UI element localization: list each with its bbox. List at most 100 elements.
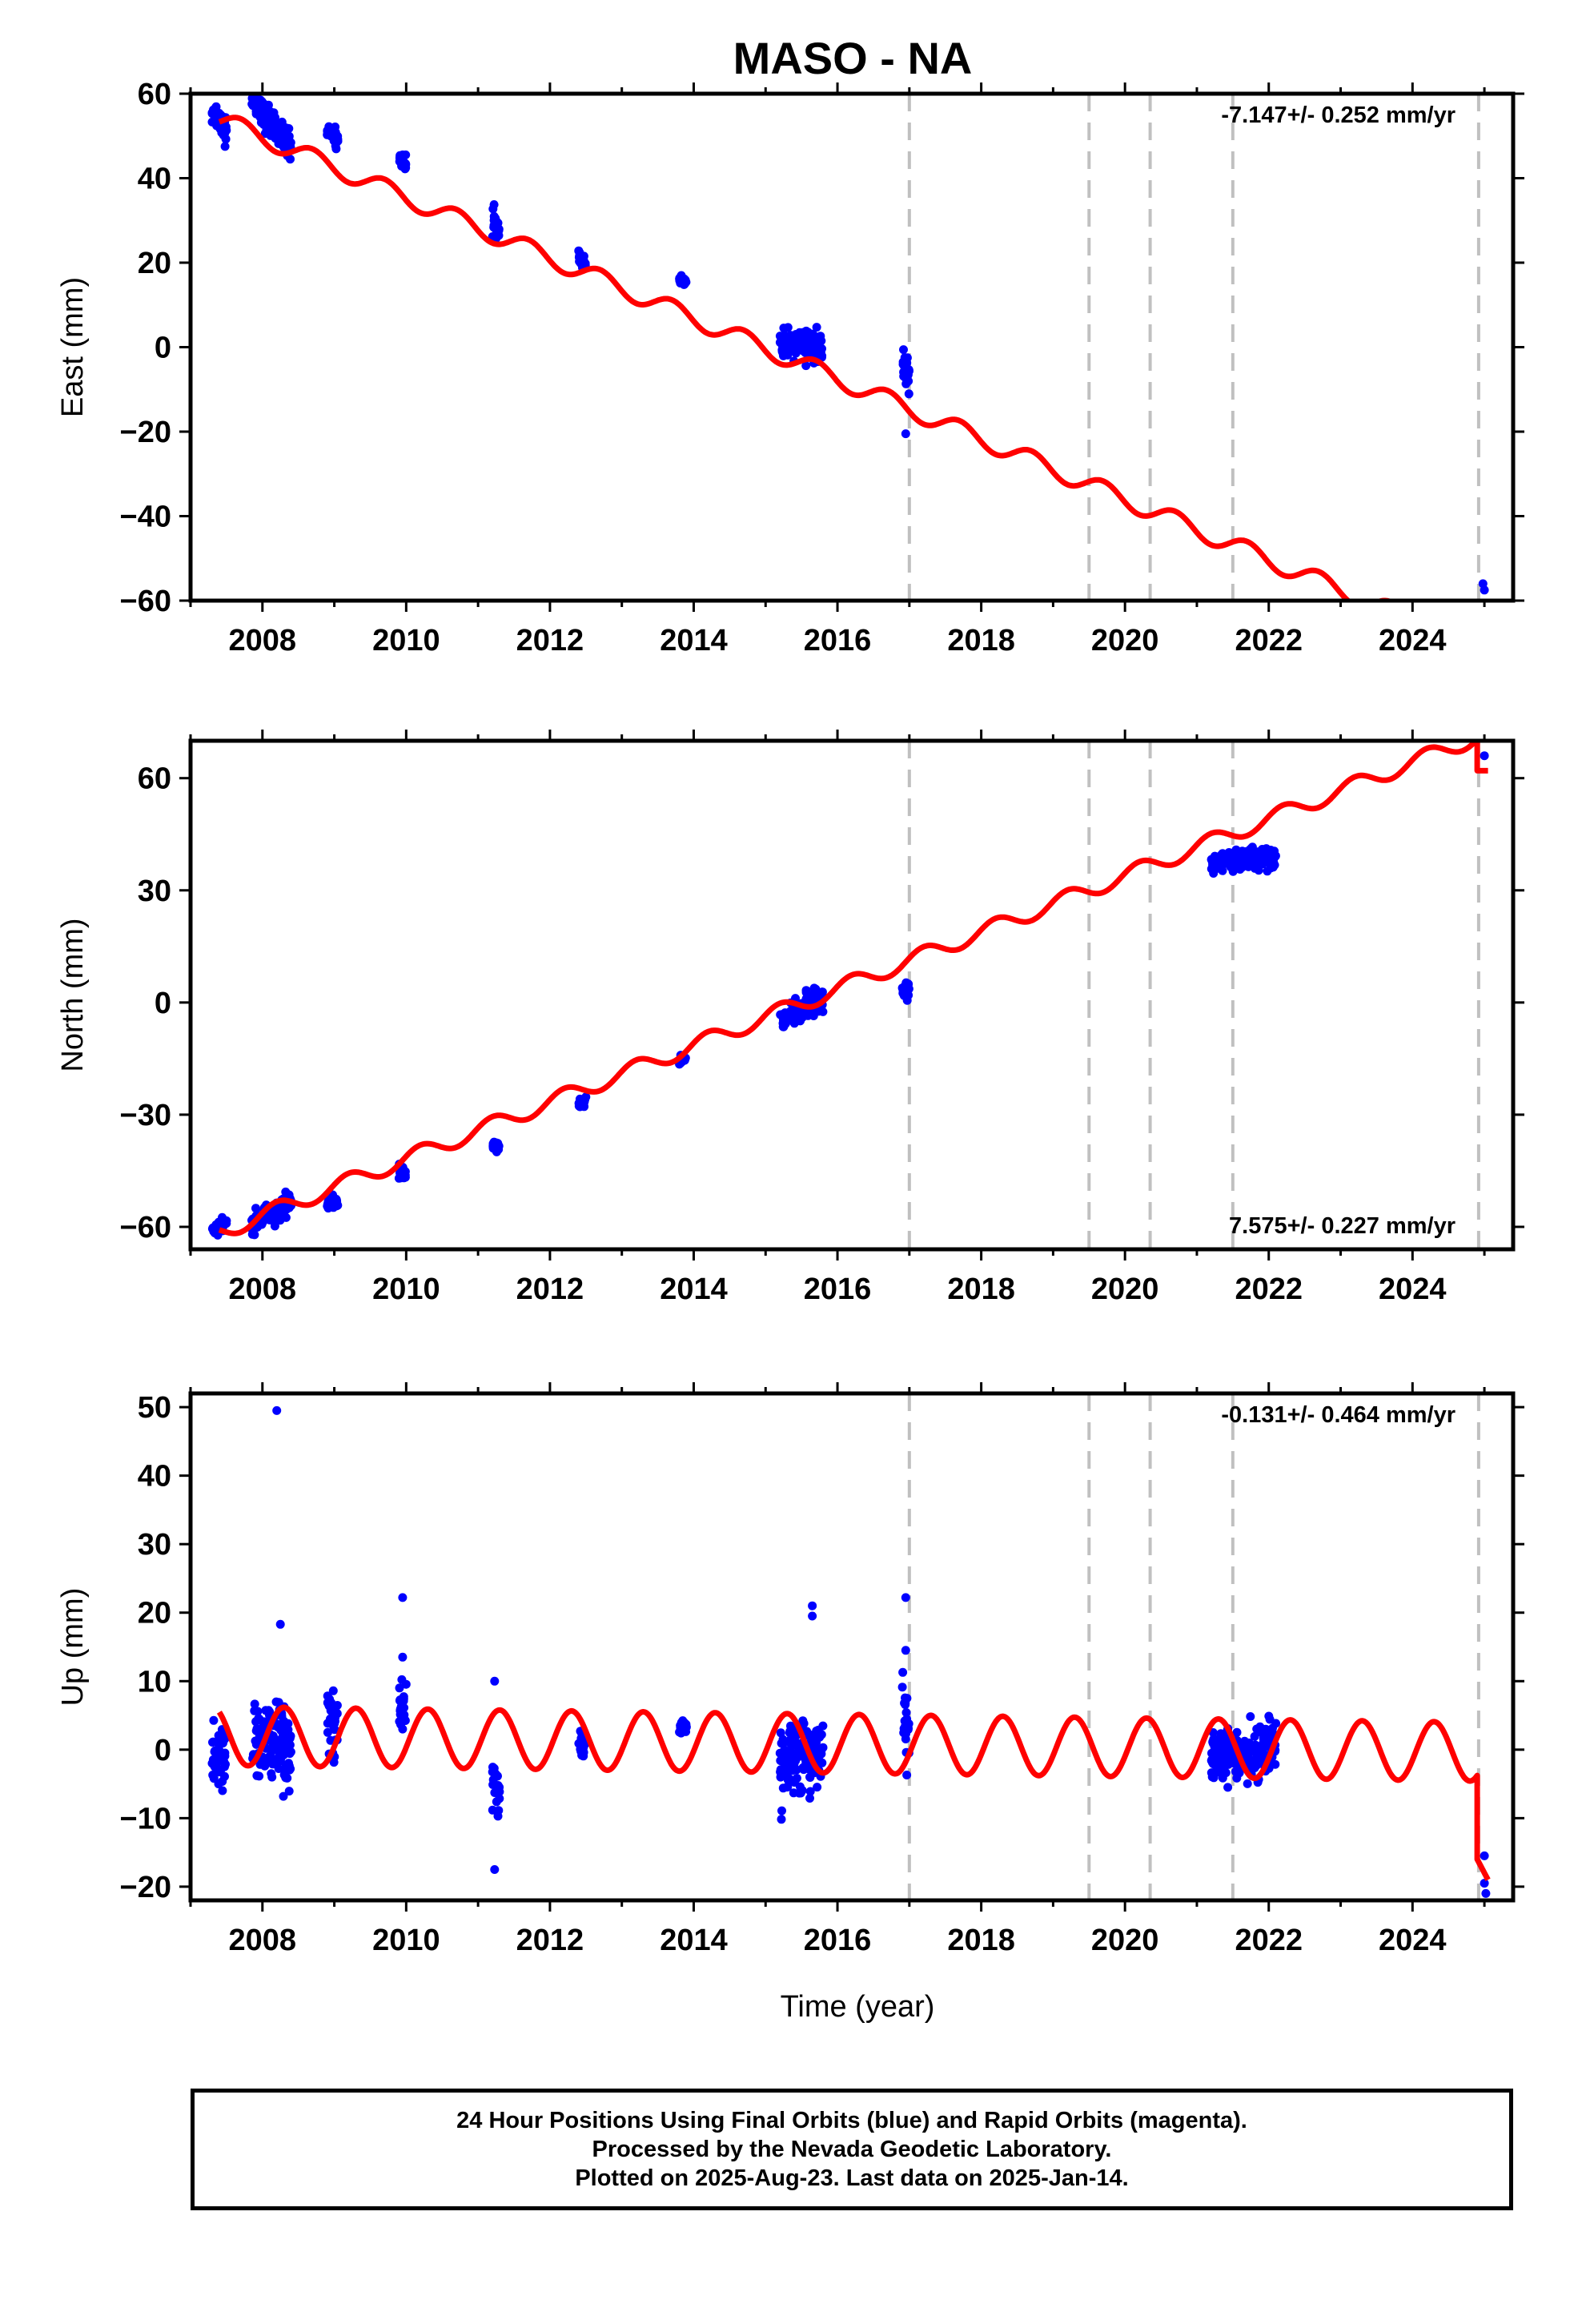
data-point: [1249, 862, 1259, 871]
data-point: [207, 109, 217, 119]
y-tick-label: −60: [120, 1211, 171, 1244]
y-tick-label: 0: [155, 1734, 171, 1767]
data-point: [1251, 1761, 1261, 1770]
data-point: [1223, 855, 1233, 865]
data-point: [1227, 1759, 1236, 1767]
data-point: [263, 1758, 273, 1767]
data-point: [1246, 1712, 1255, 1721]
data-point: [811, 340, 821, 349]
data-point: [783, 323, 793, 332]
data-point: [1240, 1741, 1250, 1751]
data-point: [1231, 845, 1241, 854]
data-point: [251, 1204, 260, 1213]
data-point: [1218, 866, 1227, 875]
x-tick-label: 2018: [947, 1924, 1015, 1957]
x-tick-label: 2010: [372, 624, 440, 657]
y-tick-label: 20: [138, 247, 171, 280]
data-point: [208, 1737, 218, 1747]
y-axis-label: Up (mm): [56, 1588, 90, 1707]
y-tick-label: −40: [120, 501, 171, 534]
data-point: [898, 1667, 908, 1677]
data-point: [494, 1787, 504, 1796]
data-point: [776, 332, 785, 341]
data-point: [1264, 1711, 1274, 1721]
east-panel: 2008 2010 2012 2014 2016 2018 2020 2022 2024 −60 −…: [56, 78, 1524, 657]
data-point: [1208, 1759, 1218, 1768]
data-point: [251, 1717, 261, 1727]
x-tick-label: 2012: [516, 1924, 584, 1957]
data-point: [805, 1787, 815, 1796]
data-point: [801, 361, 811, 371]
x-tick-label: 2020: [1091, 1924, 1159, 1957]
data-point: [901, 1708, 911, 1717]
data-point: [787, 1015, 797, 1025]
data-point: [574, 246, 584, 255]
data-point: [785, 339, 794, 348]
data-point: [1263, 858, 1273, 867]
data-point: [270, 1221, 279, 1231]
data-point: [282, 1204, 291, 1214]
y-axis-label: North (mm): [56, 918, 90, 1072]
x-tick-label: 2018: [947, 1273, 1015, 1306]
data-point: [248, 101, 258, 111]
x-tick-label: 2016: [804, 1273, 872, 1306]
data-point: [279, 135, 288, 145]
data-point: [220, 142, 230, 151]
data-point: [281, 1187, 291, 1196]
y-tick-label: −60: [120, 585, 171, 618]
data-point: [1223, 1783, 1233, 1792]
info-line-2: Processed by the Nevada Geodetic Laborat…: [592, 2137, 1112, 2162]
plot-frame: [188, 91, 1516, 603]
plot-frame: [188, 1391, 1516, 1903]
data-point: [1216, 1757, 1226, 1767]
data-point: [215, 108, 224, 118]
data-point: [794, 1749, 804, 1758]
data-point: [214, 1767, 223, 1777]
data-point: [211, 1759, 221, 1768]
data-point: [1260, 1727, 1270, 1736]
data-point: [900, 353, 909, 362]
y-tick-label: −20: [120, 416, 171, 449]
data-point: [787, 1731, 797, 1740]
data-point: [328, 1686, 338, 1695]
x-tick-label: 2020: [1091, 624, 1159, 657]
data-point: [247, 83, 256, 92]
data-point: [255, 1771, 264, 1781]
data-point: [220, 1762, 229, 1771]
data-point: [332, 1709, 342, 1719]
x-tick-label: 2018: [947, 624, 1015, 657]
data-point: [271, 134, 280, 143]
data-point: [1216, 1729, 1226, 1739]
data-point: [1263, 866, 1272, 876]
data-point: [1221, 1768, 1231, 1778]
data-point: [327, 1698, 336, 1707]
y-tick-label: 30: [138, 875, 171, 908]
data-point: [776, 1772, 785, 1782]
data-point: [274, 1764, 283, 1773]
data-point: [776, 1728, 785, 1738]
data-point: [399, 1168, 408, 1177]
y-tick-label: 40: [138, 163, 171, 196]
data-point: [276, 122, 286, 131]
data-point: [817, 1749, 826, 1759]
data-point: [255, 1726, 264, 1735]
data-point: [247, 1229, 257, 1239]
y-tick-label: 0: [155, 332, 171, 365]
y-tick-label: −30: [120, 1099, 171, 1132]
data-point: [490, 1865, 500, 1874]
x-tick-label: 2008: [229, 1924, 297, 1957]
data-point: [214, 1744, 223, 1754]
x-tick-label: 2008: [229, 624, 297, 657]
data-point: [397, 1675, 407, 1684]
data-point: [284, 1787, 294, 1796]
data-point: [209, 1715, 219, 1725]
data-point: [488, 1775, 498, 1784]
data-point: [1263, 851, 1273, 860]
data-point: [1480, 585, 1489, 595]
x-tick-label: 2016: [804, 1924, 872, 1957]
data-point: [329, 1758, 339, 1767]
data-point: [1480, 1851, 1489, 1860]
data-point: [276, 1754, 286, 1763]
y-tick-label: −10: [120, 1802, 171, 1835]
x-tick-label: 2024: [1379, 1924, 1447, 1957]
